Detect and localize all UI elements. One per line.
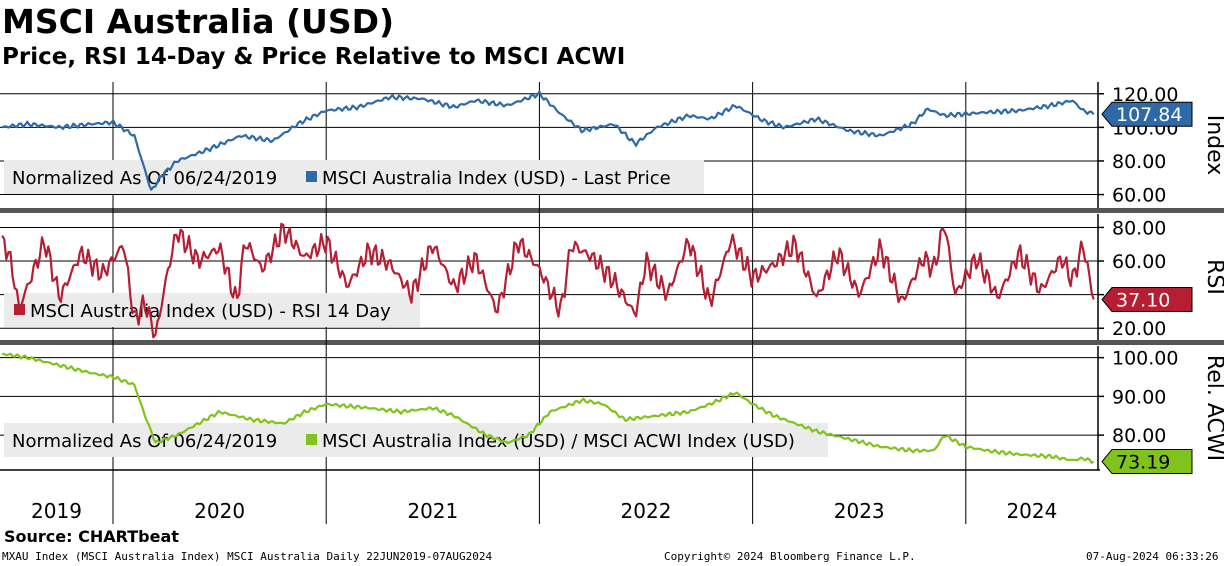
legend-series-name: MSCI Australia Index (USD) - Last Price xyxy=(322,168,671,189)
last-value-marker xyxy=(1101,101,1193,127)
rsi-series-line xyxy=(1,222,1095,339)
legend-series-name: MSCI Australia Index (USD) / MSCI ACWI I… xyxy=(322,431,795,452)
y-tick-label: 20.00 xyxy=(1112,318,1166,340)
chart-subtitle: Price, RSI 14-Day & Price Relative to MS… xyxy=(2,44,626,70)
footer-timestamp: 07-Aug-2024 06:33:26 xyxy=(1086,550,1219,563)
y-tick-label: 80.00 xyxy=(1112,151,1166,173)
legend-box xyxy=(4,293,420,327)
panel-separator xyxy=(0,208,1224,213)
chart-title: MSCI Australia (USD) xyxy=(2,2,395,41)
y-tick-label: 60.00 xyxy=(1112,251,1166,273)
legend-series-name: MSCI Australia Index (USD) - RSI 14 Day xyxy=(30,301,391,322)
x-tick-label: 2021 xyxy=(407,499,458,523)
y-tick-label: 100.00 xyxy=(1112,348,1178,370)
legend-box xyxy=(4,160,704,194)
x-tick-label: 2023 xyxy=(834,499,885,523)
last-value-label: 107.84 xyxy=(1116,104,1182,126)
y-axis-title: Rel. ACWI xyxy=(1202,355,1224,461)
legend-note: Normalized As Of 06/24/2019 xyxy=(12,168,277,189)
footer-ticker-info: MXAU Index (MSCI Australia Index) MSCI A… xyxy=(2,550,493,563)
legend-note: Normalized As Of 06/24/2019 xyxy=(12,431,277,452)
source-label: Source: CHARTbeat xyxy=(4,527,179,546)
y-tick-label: 80.00 xyxy=(1112,217,1166,239)
price-series-line xyxy=(1,90,1095,191)
x-tick-label: 2022 xyxy=(621,499,672,523)
y-axis-title: RSI xyxy=(1202,259,1224,295)
last-value-marker xyxy=(1101,449,1193,475)
footer-copyright: Copyright© 2024 Bloomberg Finance L.P. xyxy=(664,550,916,563)
last-value-label: 73.19 xyxy=(1116,452,1170,474)
y-axis-title: Index xyxy=(1202,115,1224,176)
legend-swatch xyxy=(306,171,317,182)
last-value-label: 37.10 xyxy=(1116,290,1170,312)
x-tick-label: 2019 xyxy=(31,499,82,523)
panel-separator xyxy=(0,340,1224,345)
legend-swatch xyxy=(306,434,317,445)
last-value-marker xyxy=(1101,287,1193,313)
legend-swatch xyxy=(14,304,25,315)
legend-box xyxy=(4,423,828,457)
relative-series-line xyxy=(1,352,1095,464)
y-tick-label: 80.00 xyxy=(1112,425,1166,447)
y-tick-label: 90.00 xyxy=(1112,386,1166,408)
y-tick-label: 60.00 xyxy=(1112,185,1166,207)
x-tick-label: 2020 xyxy=(194,499,245,523)
y-tick-label: 120.00 xyxy=(1112,84,1178,106)
x-tick-label: 2024 xyxy=(1006,499,1057,523)
